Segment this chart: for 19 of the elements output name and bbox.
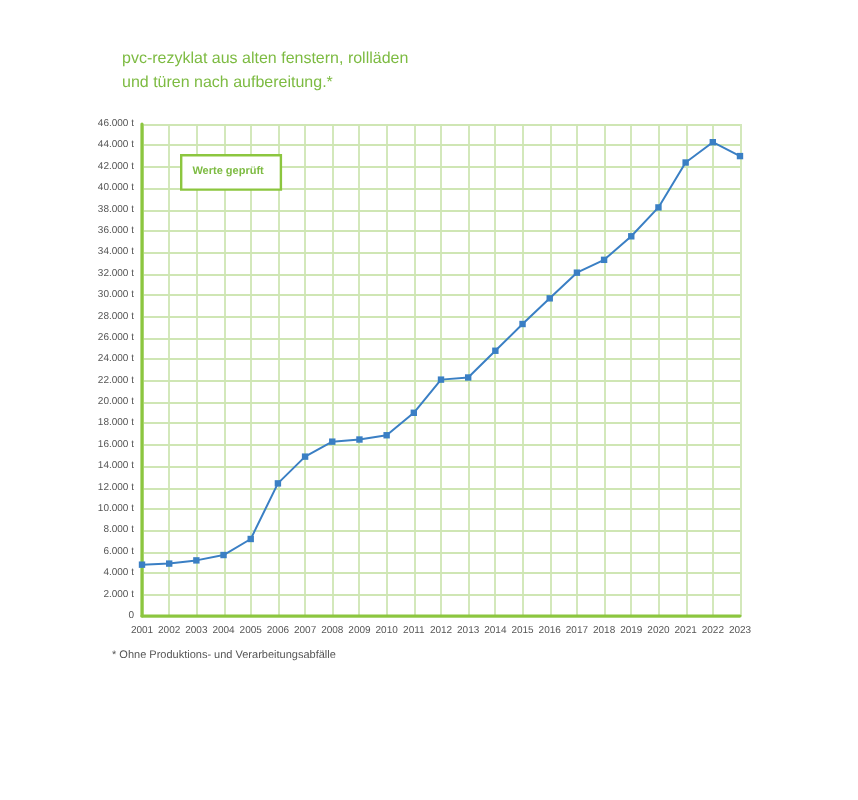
- point: [546, 295, 553, 302]
- point: [165, 560, 173, 567]
- point: [220, 551, 227, 559]
- point: [138, 561, 146, 568]
- point: [383, 432, 390, 439]
- point: [573, 269, 581, 276]
- point: [274, 480, 282, 487]
- point: [193, 557, 200, 564]
- point: [464, 374, 472, 381]
- point: [329, 438, 336, 445]
- point: [628, 233, 635, 240]
- point: [682, 159, 689, 166]
- point: [301, 453, 309, 460]
- point: [356, 436, 363, 443]
- point: [655, 204, 662, 211]
- chart-title: pvc-rezyklat aus alten fenstern, rollläden und türen nach aufbereitung.*: [122, 49, 413, 91]
- point: [437, 376, 445, 383]
- point: [519, 320, 526, 328]
- point: [492, 347, 499, 354]
